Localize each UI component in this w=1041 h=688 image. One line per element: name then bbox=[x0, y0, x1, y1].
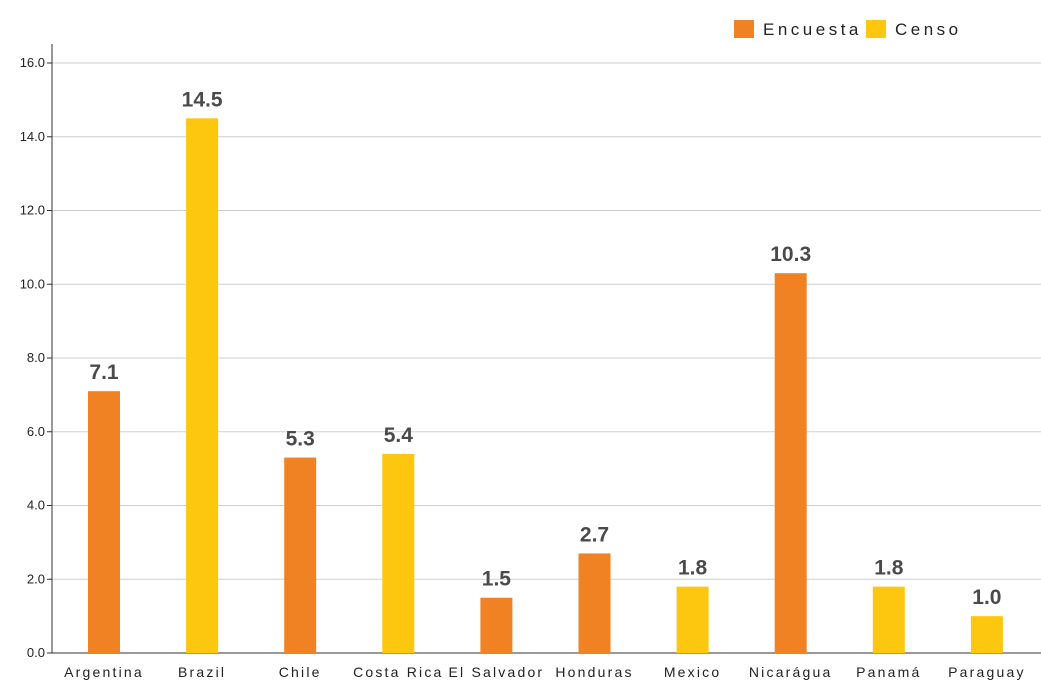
bar-chile bbox=[284, 457, 317, 653]
legend-swatch-censo bbox=[866, 20, 886, 38]
x-tick-label: El Salvador bbox=[449, 664, 545, 680]
legend-label-censo: Censo bbox=[895, 20, 962, 39]
y-tick-label: 8.0 bbox=[27, 350, 45, 365]
bar-el-salvador bbox=[480, 597, 513, 653]
data-label-chile: 5.3 bbox=[286, 428, 315, 451]
bar-paraguay bbox=[970, 616, 1003, 653]
x-tick-label: Chile bbox=[279, 664, 322, 680]
data-label-brazil: 14.5 bbox=[182, 88, 223, 111]
y-tick-label: 14.0 bbox=[20, 129, 45, 144]
data-label-honduras: 2.7 bbox=[580, 523, 609, 546]
x-tick-label: Brazil bbox=[178, 664, 226, 680]
bar-panama bbox=[872, 586, 905, 653]
legend-swatch-encuesta bbox=[734, 20, 754, 38]
axes: 0.0 2.0 4.0 6.0 8.0 10.0 12.0 14.0 16.0 Argentina… bbox=[20, 44, 1041, 680]
bar-costa-rica bbox=[382, 453, 415, 653]
data-label-costa-rica: 5.4 bbox=[384, 424, 414, 447]
x-tick-label: Panamá bbox=[856, 664, 921, 680]
data-label-el-salvador: 1.5 bbox=[482, 568, 512, 591]
bar-honduras bbox=[578, 553, 611, 653]
y-tick-label: 2.0 bbox=[27, 571, 45, 586]
data-label-nicaragua: 10.3 bbox=[770, 243, 811, 266]
x-tick-label: Paraguay bbox=[948, 664, 1026, 680]
x-tick-label: Costa Rica bbox=[353, 664, 443, 680]
y-tick-label: 6.0 bbox=[27, 424, 45, 439]
data-label-paraguay: 1.0 bbox=[972, 586, 1001, 609]
y-tick-label: 10.0 bbox=[20, 276, 45, 291]
x-tick-label: Honduras bbox=[555, 664, 633, 680]
legend: Encuesta Censo bbox=[734, 20, 962, 39]
y-tick-label: 4.0 bbox=[27, 498, 45, 513]
data-labels: 7.1 14.5 5.3 5.4 1.5 2.7 1.8 10.3 1.8 1.0 bbox=[89, 88, 1001, 609]
bar-mexico bbox=[676, 586, 709, 653]
bars bbox=[88, 118, 1003, 653]
y-tick-label: 0.0 bbox=[27, 645, 45, 660]
legend-label-encuesta: Encuesta bbox=[763, 20, 862, 39]
x-tick-label: Nicarágua bbox=[749, 664, 833, 680]
y-tick-label: 16.0 bbox=[20, 55, 45, 70]
data-label-mexico: 1.8 bbox=[678, 557, 708, 580]
data-label-argentina: 7.1 bbox=[89, 361, 119, 384]
bar-nicaragua bbox=[774, 273, 807, 653]
bar-brazil bbox=[186, 118, 219, 653]
y-tick-label: 12.0 bbox=[20, 203, 45, 218]
bar-argentina bbox=[88, 391, 120, 653]
x-tick-label: Mexico bbox=[664, 664, 722, 680]
x-tick-label: Argentina bbox=[64, 664, 144, 680]
data-label-panama: 1.8 bbox=[874, 557, 904, 580]
